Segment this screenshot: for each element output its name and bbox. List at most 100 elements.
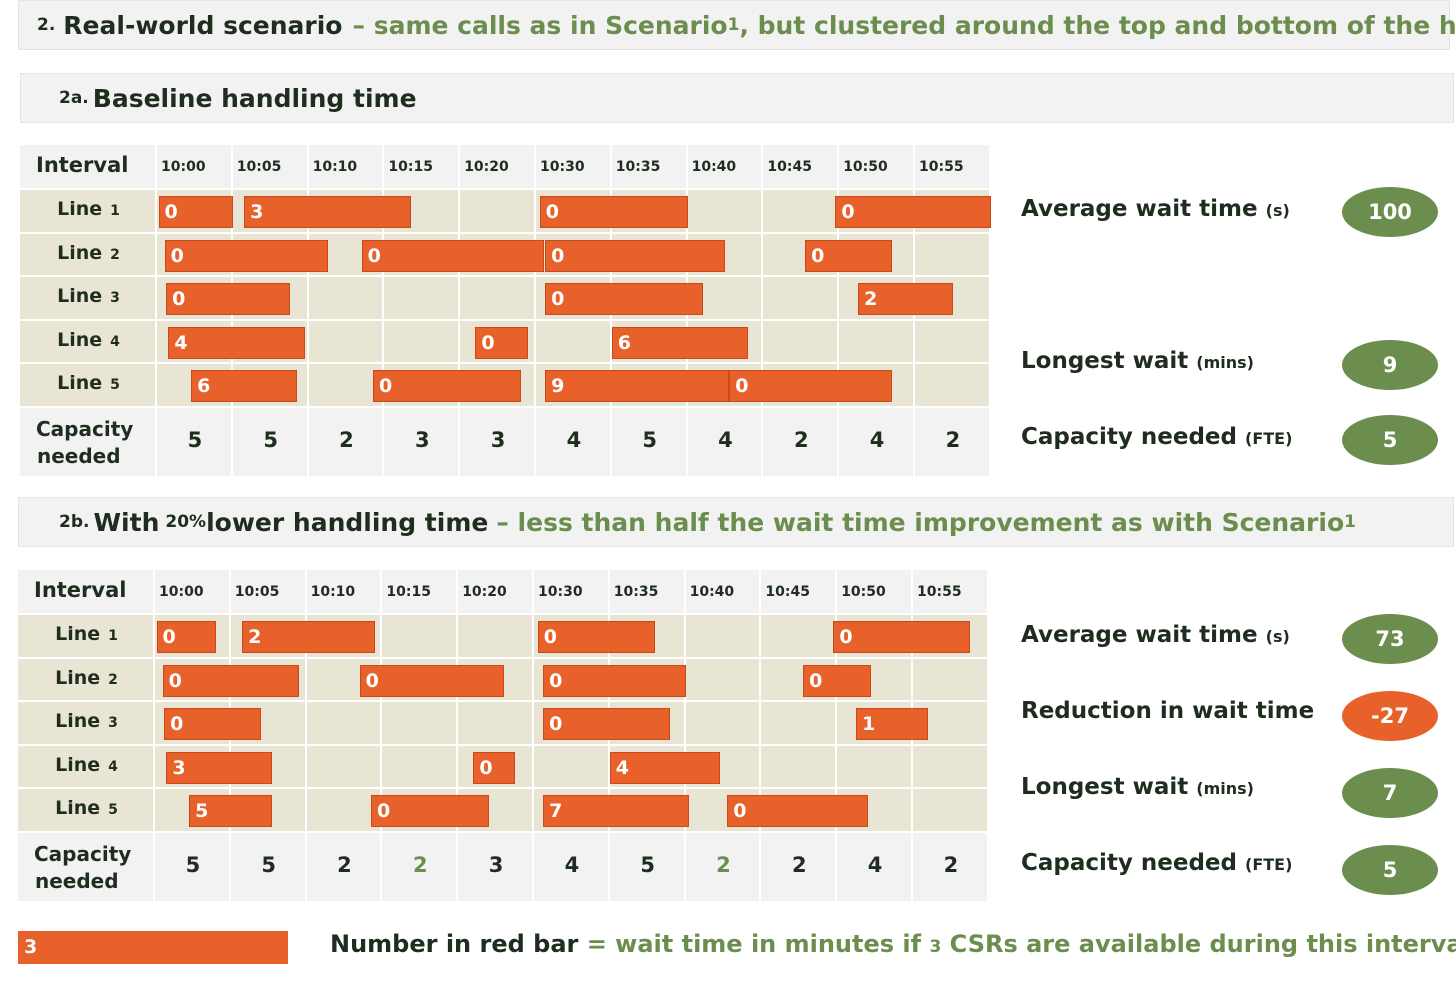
table-a-capacity-value: 4: [718, 428, 733, 452]
table-b-time-cell: [230, 570, 307, 615]
table-a-time-label: 10:10: [312, 159, 358, 175]
table-a-capacity-value: 4: [566, 428, 582, 452]
avg-wait-value-a: 100: [1342, 187, 1438, 237]
table-b-grid-cell: [761, 702, 838, 746]
table-a-line-word: Line: [57, 372, 103, 395]
table-b-call-bar: 5: [189, 795, 273, 828]
table-a-capacity-cell: [763, 408, 840, 478]
table-a-line-number: 1: [110, 203, 120, 219]
table-b-capacity-value: 2: [412, 853, 428, 877]
table-a-line-number: 3: [110, 290, 120, 307]
table-a-grid-cell: [308, 320, 385, 365]
table-b-capacity-value: 2: [337, 853, 352, 877]
table-b-time-label: 10:55: [917, 584, 962, 600]
legend-text-green-num: 3: [929, 937, 942, 957]
table-b-line-word: Line: [55, 797, 101, 820]
table-a-header-label-cell: [20, 145, 157, 190]
section-b-number: 2b.: [59, 512, 90, 532]
table-b-grid-cell: [913, 789, 989, 833]
table-a-time-cell: [611, 145, 688, 190]
table-a-time-cell: [308, 145, 385, 190]
table-b-time-cell: [761, 570, 838, 615]
table-b-capacity-cell: [534, 833, 610, 903]
table-a-capacity-value: 2: [339, 428, 354, 452]
table-a-time-label: 10:05: [236, 159, 282, 175]
longest-wait-unit-b: (mins): [1196, 779, 1254, 798]
table-a-capacity-cell: [157, 408, 233, 478]
table-b-grid-cell: [306, 702, 383, 746]
table-b-time-label: 10:05: [234, 584, 280, 600]
table-a-line-label: Line 4: [20, 329, 157, 351]
table-b-capacity-value: 4: [564, 853, 580, 877]
table-b-grid-cell: [685, 658, 762, 703]
avg-wait-value-b: 73: [1342, 614, 1438, 664]
table-a-grid-cell: [460, 190, 536, 234]
table-b-line-label: Line 1: [18, 623, 155, 645]
capacity-needed-unit-a: (FTE): [1245, 429, 1293, 448]
capacity-needed-label-a-text: Capacity needed: [1021, 424, 1246, 450]
table-b-capacity-cell: [609, 833, 686, 903]
longest-wait-value-a: 9: [1342, 340, 1438, 390]
table-a-capacity-value: 4: [869, 428, 885, 452]
table-a-grid-cell: [384, 277, 461, 321]
table-a-time-label: 10:45: [767, 159, 812, 175]
table-b-capacity-cell: [913, 833, 989, 903]
table-b-call-bar: 0: [359, 664, 504, 697]
table-a-capacity-cell: [460, 408, 536, 478]
table-a-call-bar: 3: [244, 196, 411, 228]
longest-wait-unit-a: (mins): [1196, 353, 1254, 372]
table-b-time-cell: [685, 570, 762, 615]
table-a-time-cell: [460, 145, 536, 190]
capacity-needed-value-a: 5: [1342, 415, 1438, 465]
table-b-call-bar: 2: [242, 621, 375, 653]
table-b-capacity-value: 5: [185, 853, 201, 877]
table-b-capacity-cell: [382, 833, 459, 903]
table-a-interval-label: Interval: [36, 153, 129, 177]
table-a-time-label: 10:00: [161, 159, 206, 175]
table-a-line-label: Line 2: [20, 242, 157, 264]
table-b-call-bar: 0: [371, 795, 489, 828]
table-b-capacity-value: 5: [261, 853, 276, 877]
table-b-call-bar: 0: [537, 621, 656, 653]
table-a-line-word: Line: [57, 328, 103, 351]
table-b-time-label: 10:35: [613, 584, 659, 600]
scenario-number: 2.: [37, 15, 56, 35]
table-b-capacity-label-line2: needed: [35, 869, 119, 893]
table-a-grid-cell: [460, 277, 536, 321]
table-a-capacity-cell: [611, 408, 688, 478]
table-a-call-bar: 0: [475, 326, 529, 359]
table-a-grid-cell: [308, 277, 385, 321]
table-a-time-cell: [536, 145, 612, 190]
section-b-desc-num: 1: [1344, 512, 1356, 532]
table-b-time-label: 10:15: [386, 584, 431, 600]
table-a-call-bar: 2: [858, 283, 953, 316]
table-b-grid-cell: [382, 615, 459, 659]
table-a-call-bar: 0: [158, 196, 233, 228]
table-b-time-cell: [458, 570, 534, 615]
scenario-desc-num: 1: [727, 15, 740, 35]
table-a-capacity-label-line1: Capacity: [36, 417, 134, 441]
table-a-line-label: Line 1: [20, 198, 157, 220]
table-a-call-bar: 0: [539, 196, 688, 228]
table-b-capacity-label-cell: [18, 833, 155, 903]
legend-text-dark: Number in red bar: [330, 930, 579, 958]
table-a-call-bar: 0: [164, 239, 328, 272]
section-a-banner: 2a. Baseline handling time: [20, 73, 1454, 123]
table-a-grid-cell: [915, 320, 991, 365]
table-b-grid-cell: [913, 745, 989, 790]
scenario-desc-suffix: , but clustered around the top and botto…: [739, 10, 1456, 40]
table-b-grid-cell: [685, 615, 762, 659]
table-b-grid-cell: [761, 615, 838, 659]
table-b-capacity-value: 2: [716, 853, 731, 877]
table-a-call-bar: 0: [166, 283, 290, 316]
table-a-capacity-label-line2: needed: [37, 444, 121, 468]
capacity-needed-label-b-text: Capacity needed: [1021, 850, 1246, 876]
table-b-line-number: 2: [108, 671, 118, 688]
table-a-time-cell: [915, 145, 991, 190]
section-b-title-num: 20%: [165, 512, 207, 532]
table-a-time-label: 10:15: [388, 159, 433, 175]
table-b-grid-cell: [837, 745, 913, 790]
table-a-line-number: 4: [110, 333, 120, 350]
table-b-grid-cell: [534, 745, 610, 790]
longest-wait-label-b: Longest wait (mins): [1021, 774, 1254, 800]
